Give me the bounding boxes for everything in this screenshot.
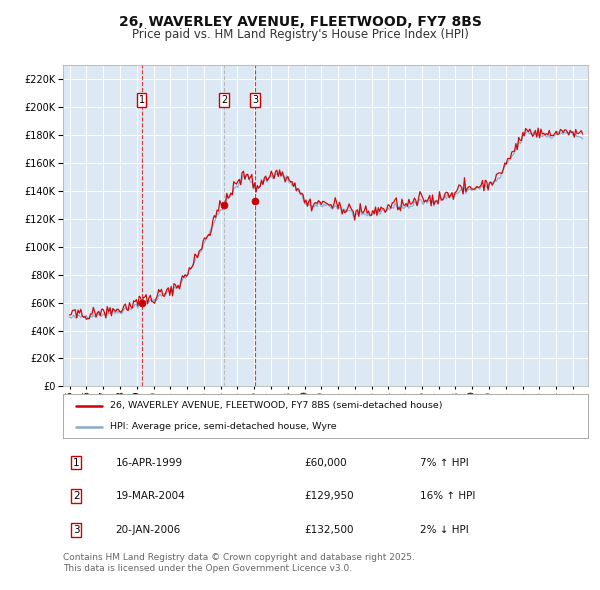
Text: 7% ↑ HPI: 7% ↑ HPI <box>420 458 469 468</box>
Text: 26, WAVERLEY AVENUE, FLEETWOOD, FY7 8BS: 26, WAVERLEY AVENUE, FLEETWOOD, FY7 8BS <box>119 15 481 29</box>
Text: 26, WAVERLEY AVENUE, FLEETWOOD, FY7 8BS (semi-detached house): 26, WAVERLEY AVENUE, FLEETWOOD, FY7 8BS … <box>110 401 443 411</box>
Text: Price paid vs. HM Land Registry's House Price Index (HPI): Price paid vs. HM Land Registry's House … <box>131 28 469 41</box>
Text: 3: 3 <box>252 95 258 105</box>
Text: £60,000: £60,000 <box>305 458 347 468</box>
Text: 2% ↓ HPI: 2% ↓ HPI <box>420 525 469 535</box>
Text: 16-APR-1999: 16-APR-1999 <box>115 458 182 468</box>
Text: £129,950: £129,950 <box>305 491 354 501</box>
Text: 19-MAR-2004: 19-MAR-2004 <box>115 491 185 501</box>
Text: 20-JAN-2006: 20-JAN-2006 <box>115 525 181 535</box>
Text: HPI: Average price, semi-detached house, Wyre: HPI: Average price, semi-detached house,… <box>110 422 337 431</box>
Text: 1: 1 <box>139 95 145 105</box>
Text: £132,500: £132,500 <box>305 525 354 535</box>
Text: 3: 3 <box>73 525 79 535</box>
Text: 16% ↑ HPI: 16% ↑ HPI <box>420 491 475 501</box>
Text: 1: 1 <box>73 458 79 468</box>
Text: Contains HM Land Registry data © Crown copyright and database right 2025.
This d: Contains HM Land Registry data © Crown c… <box>63 553 415 573</box>
Text: 2: 2 <box>73 491 79 501</box>
Text: 2: 2 <box>221 95 227 105</box>
